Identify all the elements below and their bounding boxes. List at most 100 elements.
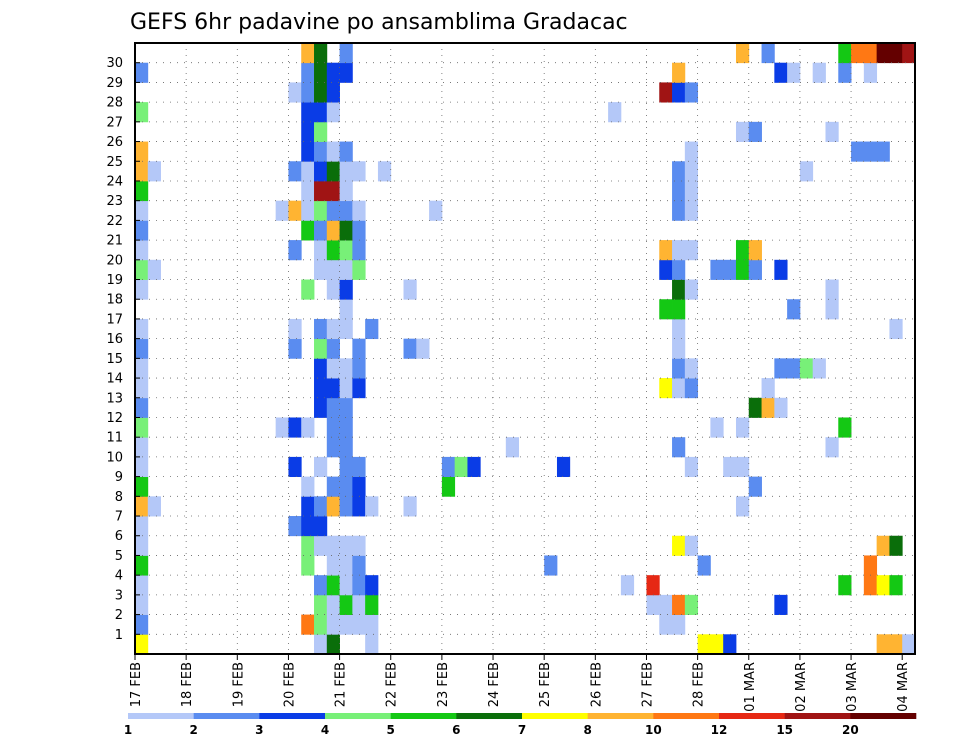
heatmap-cell: [902, 634, 916, 655]
heatmap-cell: [301, 102, 315, 123]
heatmap-cell: [735, 496, 750, 517]
heatmap-cell: [672, 62, 686, 83]
legend-label: 5: [386, 723, 394, 737]
legend-label: 3: [255, 723, 263, 737]
heatmap-cell: [672, 338, 686, 359]
heatmap-cell: [761, 397, 775, 418]
legend-label: 12: [711, 723, 728, 737]
y-tick-label: 16: [106, 332, 123, 347]
heatmap-cell: [314, 594, 328, 615]
y-tick-label: 26: [106, 135, 123, 150]
heatmap-cell: [838, 62, 852, 83]
heatmap-cell: [339, 180, 353, 202]
heatmap-cell: [352, 594, 366, 615]
heatmap-cell: [301, 121, 315, 142]
heatmap-cell: [863, 555, 878, 576]
heatmap-cell: [135, 575, 149, 596]
heatmap-cell: [326, 417, 340, 438]
heatmap-cell: [672, 82, 686, 103]
heatmap-cell: [684, 456, 699, 478]
heatmap-cell: [684, 378, 699, 399]
heatmap-cell: [326, 141, 340, 162]
legend-swatch: [456, 713, 523, 719]
heatmap-cell: [863, 575, 878, 596]
heatmap-cell: [326, 476, 340, 497]
heatmap-cell: [672, 594, 686, 615]
heatmap-cell: [684, 240, 699, 261]
heatmap-cell: [314, 358, 328, 379]
heatmap-cell: [735, 121, 750, 142]
y-tick-label: 19: [106, 273, 123, 288]
legend-label: 8: [583, 723, 591, 737]
heatmap-cell: [301, 417, 315, 438]
legend-label: 4: [321, 723, 329, 737]
legend-swatch: [259, 713, 326, 719]
heatmap-cell: [301, 220, 315, 241]
heatmap-cell: [288, 82, 302, 103]
heatmap-cell: [135, 437, 149, 458]
heatmap-cell: [889, 634, 903, 655]
heatmap-cell: [659, 614, 673, 635]
heatmap-cell: [851, 141, 865, 162]
y-axis: 1234567891011121314151617181920212223242…: [106, 56, 140, 643]
heatmap-cell: [326, 575, 340, 596]
legend-label: 2: [189, 723, 197, 737]
heatmap-cell: [301, 200, 315, 221]
heatmap-cell: [403, 338, 417, 359]
heatmap-cell: [787, 358, 801, 379]
heatmap-cell: [876, 535, 890, 556]
heatmap-cell: [339, 62, 353, 83]
heatmap-cell: [684, 141, 699, 162]
legend-swatch: [850, 713, 917, 719]
heatmap-cell: [697, 634, 711, 655]
heatmap-cell: [314, 121, 328, 142]
y-tick-label: 29: [106, 76, 123, 91]
heatmap-cell: [352, 220, 366, 241]
y-tick-label: 12: [106, 411, 123, 426]
legend-swatch: [390, 713, 457, 719]
heatmap-cell: [735, 417, 750, 438]
heatmap-cell: [876, 575, 890, 596]
heatmap-cell: [326, 62, 340, 83]
heatmap-cell: [288, 200, 302, 221]
heatmap-cell: [672, 318, 686, 340]
heatmap-cell: [301, 476, 315, 497]
y-tick-label: 23: [106, 194, 123, 209]
heatmap-cell: [735, 456, 750, 478]
heatmap-cell: [697, 555, 711, 576]
heatmap-cell: [301, 180, 315, 202]
heatmap-cell: [326, 535, 340, 556]
legend-swatch: [193, 713, 260, 719]
heatmap-cell: [314, 496, 328, 517]
heatmap-cell: [288, 417, 302, 438]
heatmap-cell: [672, 378, 686, 399]
heatmap-cell: [774, 62, 788, 83]
heatmap-cell: [326, 82, 340, 103]
y-tick-label: 7: [115, 510, 123, 525]
y-tick-label: 17: [106, 312, 123, 327]
heatmap-cell: [314, 240, 328, 261]
heatmap-cell: [301, 141, 315, 162]
heatmap-cell: [314, 220, 328, 241]
heatmap-cell: [135, 102, 149, 123]
heatmap-cell: [135, 496, 149, 517]
legend-swatch: [128, 713, 194, 719]
y-tick-label: 20: [106, 253, 123, 268]
x-tick-label: 25 FEB: [538, 662, 553, 707]
heatmap-cell: [135, 161, 149, 182]
heatmap-cell: [672, 437, 686, 458]
heatmap-cell: [339, 43, 353, 64]
heatmap-cell: [403, 279, 417, 300]
heatmap-cell: [352, 200, 366, 221]
heatmap-cell: [812, 62, 826, 83]
heatmap-cell: [659, 299, 673, 320]
heatmap-cell: [748, 397, 762, 418]
heatmap-cell: [825, 437, 839, 458]
heatmap-cell: [339, 161, 353, 182]
heatmap-cell: [825, 299, 839, 320]
heatmap-cell: [735, 259, 750, 280]
heatmap-cell: [876, 141, 890, 162]
x-tick-label: 02 MAR: [794, 662, 809, 712]
heatmap-cell: [135, 141, 149, 162]
heatmap-cell: [288, 456, 302, 478]
